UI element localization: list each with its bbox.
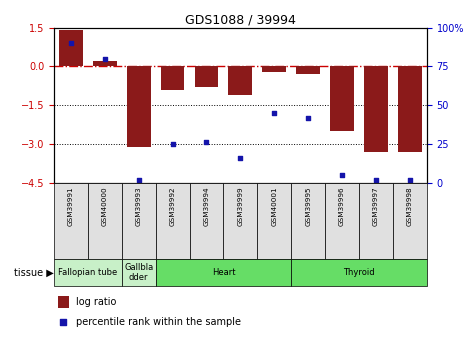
Text: GSM39996: GSM39996 [339, 186, 345, 226]
Text: log ratio: log ratio [76, 297, 117, 307]
Bar [359, 183, 393, 259]
Bar [195, 66, 219, 87]
Bar [398, 66, 422, 152]
Bar [54, 183, 88, 259]
Point [135, 177, 143, 183]
Bar [54, 259, 122, 286]
Point [304, 115, 312, 120]
Bar [59, 30, 83, 66]
Bar [291, 183, 325, 259]
Point [372, 177, 380, 183]
Bar [122, 259, 156, 286]
Bar [189, 183, 223, 259]
Text: percentile rank within the sample: percentile rank within the sample [76, 317, 242, 327]
Text: Heart: Heart [212, 268, 235, 277]
Point [169, 141, 176, 147]
Title: GDS1088 / 39994: GDS1088 / 39994 [185, 13, 296, 27]
Bar [393, 183, 427, 259]
Bar [58, 296, 69, 308]
Bar [93, 61, 117, 66]
Bar [325, 183, 359, 259]
Bar [156, 259, 291, 286]
Bar [88, 183, 122, 259]
Text: GSM40000: GSM40000 [102, 186, 108, 226]
Bar [223, 183, 257, 259]
Bar [257, 183, 291, 259]
Text: GSM39991: GSM39991 [68, 186, 74, 226]
Point [271, 110, 278, 116]
Bar [330, 66, 354, 131]
Text: GSM40001: GSM40001 [271, 186, 277, 226]
Text: GSM39998: GSM39998 [407, 186, 413, 226]
Text: Fallopian tube: Fallopian tube [58, 268, 117, 277]
Point [67, 40, 75, 46]
Bar [296, 66, 320, 74]
Bar [156, 183, 189, 259]
Text: GSM39995: GSM39995 [305, 186, 311, 226]
Bar [291, 259, 427, 286]
Bar [127, 66, 151, 147]
Point [203, 140, 210, 145]
Point [101, 56, 108, 61]
Bar [161, 66, 184, 90]
Point [338, 172, 346, 178]
Text: GSM39992: GSM39992 [170, 186, 175, 226]
Text: GSM39999: GSM39999 [237, 186, 243, 226]
Text: tissue ▶: tissue ▶ [14, 268, 53, 277]
Bar [262, 66, 286, 71]
Text: Thyroid: Thyroid [343, 268, 375, 277]
Text: Gallbla
dder: Gallbla dder [124, 263, 153, 282]
Text: GSM39997: GSM39997 [373, 186, 379, 226]
Bar [228, 66, 252, 95]
Bar [122, 183, 156, 259]
Text: GSM39994: GSM39994 [204, 186, 210, 226]
Point [236, 155, 244, 161]
Bar [364, 66, 388, 152]
Point [60, 319, 67, 325]
Point [406, 177, 414, 183]
Text: GSM39993: GSM39993 [136, 186, 142, 226]
